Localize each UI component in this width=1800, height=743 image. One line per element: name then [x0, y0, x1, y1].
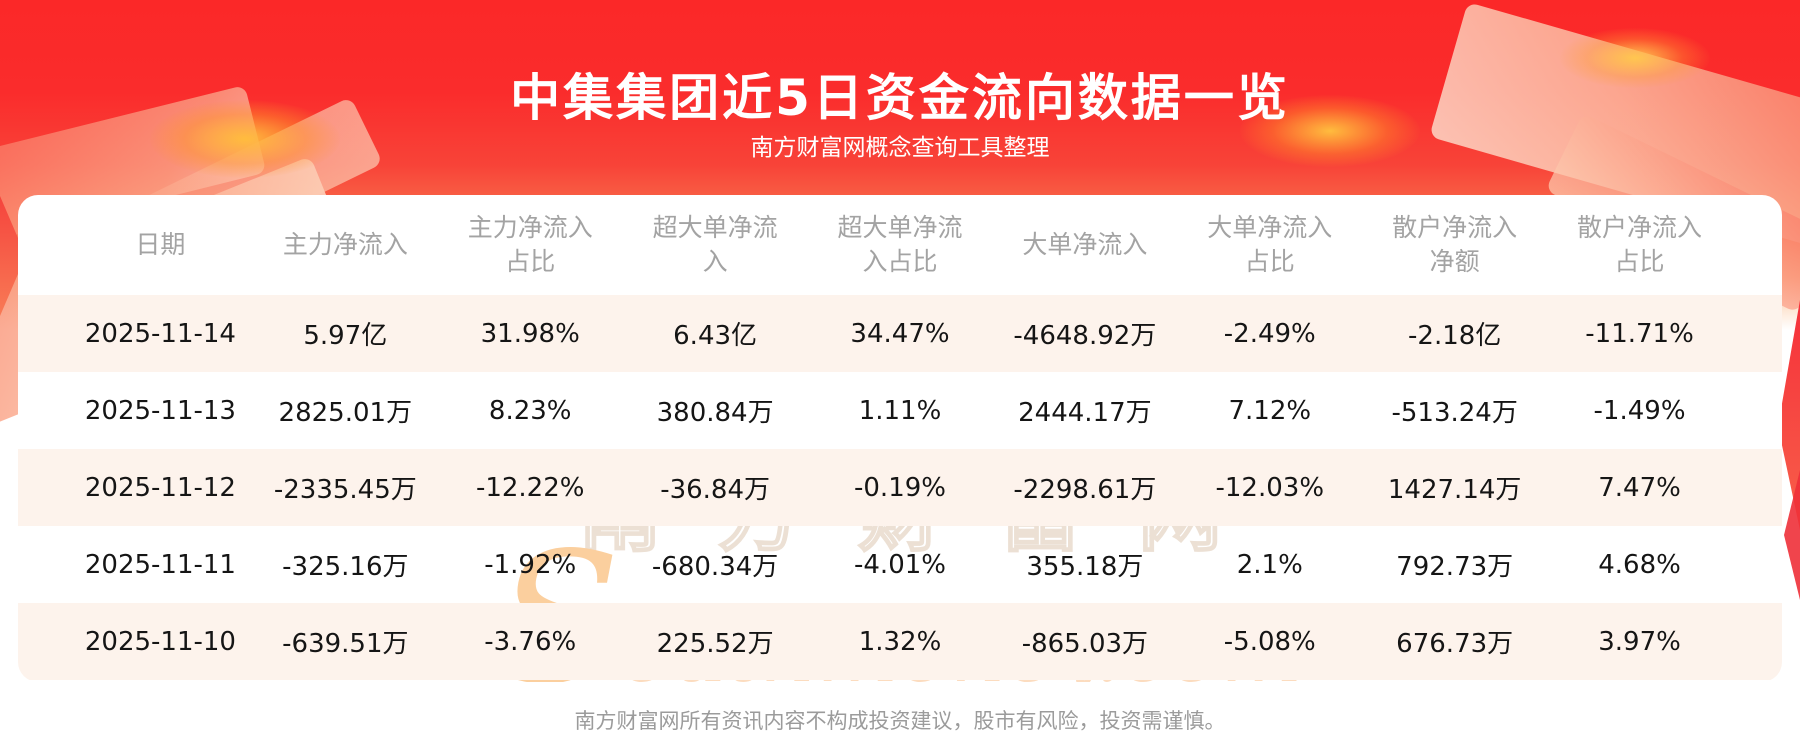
- table-header-row: 日期 主力净流入 主力净流入占比 超大单净流入 超大单净流入占比 大单净流入 大…: [18, 195, 1782, 295]
- cell-retail-net-inflow-ratio: 7.47%: [1598, 472, 1681, 503]
- cell-super-large-net-inflow-ratio: -0.19%: [854, 472, 946, 503]
- cell-main-net-inflow-ratio: -12.22%: [475, 472, 585, 503]
- cell-retail-net-inflow: 792.73万: [1396, 552, 1514, 582]
- cell-super-large-net-inflow-ratio: 1.11%: [858, 395, 942, 426]
- cell-main-net-inflow: 2825.01万: [278, 398, 413, 428]
- cell-large-net-inflow-ratio: -2.49%: [1223, 318, 1316, 349]
- cell-main-net-inflow-ratio: 31.98%: [480, 318, 580, 349]
- cell-retail-net-inflow-ratio: 3.97%: [1598, 626, 1681, 657]
- cell-large-net-inflow-ratio: 2.1%: [1236, 549, 1303, 580]
- cell-retail-net-inflow: -513.24万: [1391, 398, 1518, 428]
- page-title: 中集集团近5日资金流向数据一览: [510, 68, 1290, 127]
- cell-retail-net-inflow: 1427.14万: [1387, 475, 1522, 505]
- column-header-super-large-net-inflow: 超大单净流入: [652, 213, 778, 276]
- cell-retail-net-inflow: -2.18亿: [1408, 321, 1502, 351]
- cell-main-net-inflow: -2335.45万: [273, 475, 417, 505]
- table-row: 2025-11-13 2825.01万 8.23% 380.84万 1.11% …: [18, 372, 1782, 449]
- cell-main-net-inflow-ratio: 8.23%: [488, 395, 572, 426]
- table-row: 2025-11-10 -639.51万 -3.76% 225.52万 1.32%…: [18, 603, 1782, 680]
- cell-retail-net-inflow-ratio: 4.68%: [1598, 549, 1681, 580]
- cell-super-large-net-inflow: 380.84万: [656, 398, 774, 428]
- cell-date: 2025-11-10: [84, 626, 236, 657]
- cell-retail-net-inflow-ratio: -11.71%: [1585, 318, 1694, 349]
- table-row: 2025-11-14 5.97亿 31.98% 6.43亿 34.47% -46…: [18, 295, 1782, 372]
- cell-super-large-net-inflow: 225.52万: [656, 629, 774, 659]
- cell-date: 2025-11-14: [84, 318, 236, 349]
- column-header-super-large-net-inflow-ratio: 超大单净流入占比: [837, 213, 963, 276]
- cell-main-net-inflow: -325.16万: [282, 552, 409, 582]
- page-subtitle: 南方财富网概念查询工具整理: [750, 135, 1050, 161]
- cell-super-large-net-inflow: -36.84万: [660, 475, 771, 505]
- cell-large-net-inflow: -2298.61万: [1013, 475, 1157, 505]
- cell-large-net-inflow-ratio: -12.03%: [1215, 472, 1325, 503]
- fund-flow-table-card: 南方财富网 Southmoney.com 日期 主力净流入 主力净流入占比 超大…: [18, 195, 1782, 682]
- cell-super-large-net-inflow-ratio: -4.01%: [854, 549, 946, 580]
- cell-retail-net-inflow-ratio: -1.49%: [1593, 395, 1686, 426]
- column-header-date: 日期: [135, 230, 186, 260]
- cell-date: 2025-11-12: [84, 472, 236, 503]
- cell-large-net-inflow-ratio: -5.08%: [1223, 626, 1316, 657]
- cell-main-net-inflow: 5.97亿: [303, 321, 388, 351]
- column-header-retail-net-inflow: 散户净流入净额: [1392, 213, 1518, 276]
- column-header-main-net-inflow: 主力净流入: [282, 230, 408, 260]
- table-row: 2025-11-11 -325.16万 -1.92% -680.34万 -4.0…: [18, 526, 1782, 603]
- cell-large-net-inflow: -4648.92万: [1013, 321, 1157, 351]
- cell-retail-net-inflow: 676.73万: [1396, 629, 1514, 659]
- cell-large-net-inflow: 2444.17万: [1018, 398, 1152, 428]
- cell-large-net-inflow: 355.18万: [1026, 552, 1144, 582]
- red-wedge-right-edge-2: [1784, 470, 1800, 600]
- column-header-large-net-inflow-ratio: 大单净流入占比: [1207, 213, 1333, 276]
- cell-date: 2025-11-13: [84, 395, 236, 426]
- cell-super-large-net-inflow-ratio: 1.32%: [858, 626, 942, 657]
- cell-super-large-net-inflow: -680.34万: [651, 552, 779, 582]
- disclaimer-text: 南方财富网所有资讯内容不构成投资建议，股市有风险，投资需谨慎。: [574, 709, 1226, 733]
- table-row: 2025-11-12 -2335.45万 -12.22% -36.84万 -0.…: [18, 449, 1782, 526]
- cell-large-net-inflow-ratio: 7.12%: [1228, 395, 1312, 426]
- cell-large-net-inflow: -865.03万: [1021, 629, 1149, 659]
- cell-date: 2025-11-11: [84, 549, 236, 580]
- cell-super-large-net-inflow-ratio: 34.47%: [850, 318, 950, 349]
- column-header-main-net-inflow-ratio: 主力净流入占比: [467, 213, 593, 276]
- cell-main-net-inflow-ratio: -3.76%: [484, 626, 577, 657]
- cell-main-net-inflow: -639.51万: [282, 629, 409, 659]
- column-header-large-net-inflow: 大单净流入: [1022, 230, 1148, 260]
- cell-main-net-inflow-ratio: -1.92%: [484, 549, 577, 580]
- cell-super-large-net-inflow: 6.43亿: [673, 321, 758, 351]
- column-header-retail-net-inflow-ratio: 散户净流入占比: [1577, 213, 1703, 276]
